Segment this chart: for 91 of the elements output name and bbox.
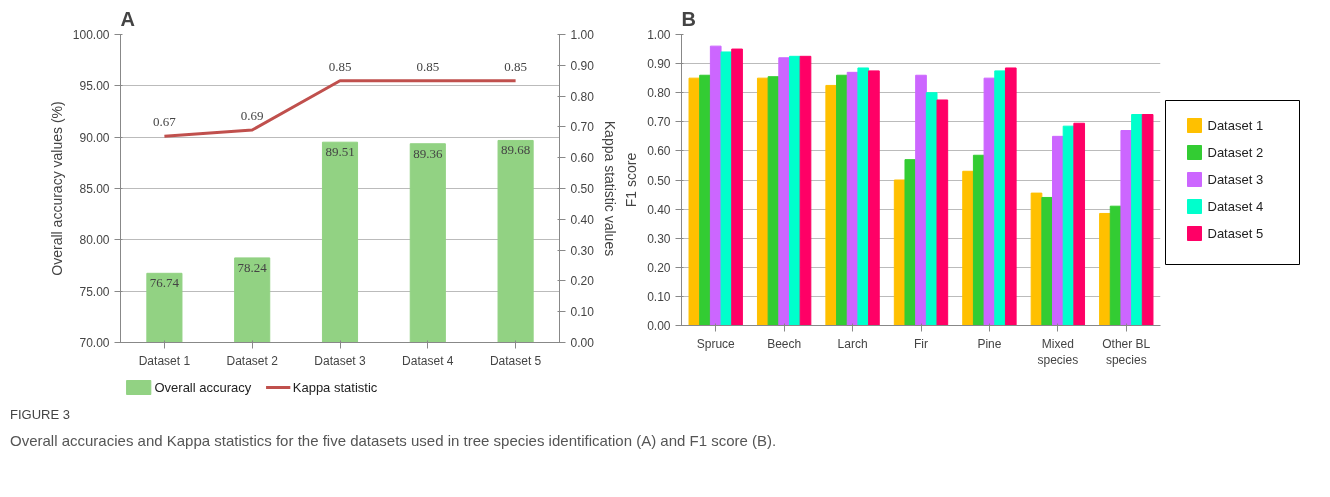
y-tick-label: 0.60: [647, 144, 671, 159]
bar: [962, 170, 974, 326]
data-label: 89.68: [500, 142, 531, 158]
chart-title: B: [681, 7, 696, 30]
bar: [1141, 114, 1154, 326]
y-tick-label: 0.90: [647, 57, 671, 72]
bar: [1041, 196, 1054, 326]
y2-tick-label: 0.80: [570, 89, 595, 104]
y-tick-label: 90.00: [79, 130, 110, 145]
x-tick-label: Dataset 1: [138, 353, 191, 368]
bar: [720, 51, 733, 326]
y-tick-label: 85.00: [79, 182, 110, 196]
x-tick-label: Dataset 5: [489, 353, 542, 368]
y-tick-label: 0.20: [647, 260, 671, 275]
x-tick-label: Dataset 3: [314, 353, 367, 368]
x-tick-label: Dataset 4: [402, 353, 454, 368]
y-tick-label: 0.00: [647, 319, 671, 333]
data-label: 89.51: [325, 144, 355, 160]
data-label: 0.85: [504, 58, 527, 74]
bar: [994, 70, 1006, 326]
bar: [699, 74, 711, 326]
data-label: 0.69: [240, 107, 264, 123]
chart-title: A: [120, 7, 135, 30]
y2-tick-label: 0.90: [570, 58, 595, 73]
data-label: 78.24: [237, 259, 268, 275]
y2-tick-label: 0.10: [570, 305, 595, 320]
y-tick-label: 95.00: [79, 79, 110, 94]
bar: [799, 55, 812, 326]
bar: [1073, 122, 1086, 326]
data-label: 0.67: [153, 114, 177, 130]
text: Overall accuracies and Kappa statistics for the five datasets used in tree species identification (A) and F1 score (B).: [10, 431, 777, 451]
bar: [936, 99, 949, 326]
y2-tick-label: 0.30: [570, 243, 595, 258]
legend-label: Kappa statistic: [292, 380, 378, 395]
y-tick-label: 75.00: [79, 284, 110, 299]
legend-label: Overall accuracy: [154, 380, 252, 395]
bar: [983, 77, 996, 326]
y2-tick-label: 0.50: [570, 182, 595, 196]
y2-tick-label: 0.20: [570, 274, 595, 289]
y2-axis-title: Kappa statistic values: [601, 120, 618, 257]
x-tick-label: Larch: [837, 336, 868, 351]
bar: [868, 70, 880, 326]
y-axis-title: Overall accuracy values (%): [48, 101, 65, 276]
y-tick-label: 0.10: [647, 289, 671, 304]
bar: [688, 77, 701, 326]
bar: [1052, 135, 1064, 326]
y-tick-label: 0.40: [647, 202, 671, 217]
caption: FIGURE 3: [10, 406, 70, 424]
data-label: 76.74: [149, 275, 180, 291]
bar: [731, 48, 743, 326]
x-tick-label: Other BL species: [1102, 336, 1151, 368]
y-tick-label: 100.00: [72, 28, 110, 42]
bar: [1120, 130, 1133, 326]
bar: [915, 74, 927, 326]
y-tick-label: 0.80: [647, 86, 671, 101]
y-tick-label: 1.00: [647, 28, 671, 42]
y2-tick-label: 0.00: [570, 336, 595, 350]
data-label: 0.85: [416, 58, 440, 74]
bar: [1004, 67, 1017, 326]
bar: [778, 57, 790, 326]
bar: [788, 55, 801, 326]
bar: [904, 159, 917, 326]
y2-tick-label: 0.70: [570, 120, 595, 135]
bar: [1131, 114, 1143, 326]
y-tick-label: 0.30: [647, 231, 671, 246]
bar: [767, 76, 780, 326]
bar: [836, 74, 848, 326]
y2-tick-label: 0.60: [570, 151, 595, 166]
bar: [825, 84, 838, 326]
bar: [857, 67, 870, 326]
legend-label: Dataset 4: [1207, 199, 1264, 214]
y-tick-label: 70.00: [79, 336, 110, 350]
y-tick-label: 0.50: [647, 173, 671, 188]
x-tick-label: Fir: [914, 336, 928, 351]
y-tick-label: 0.70: [647, 115, 671, 130]
data-label: 89.36: [413, 145, 443, 161]
y2-tick-label: 0.40: [570, 212, 595, 227]
y-tick-label: 80.00: [79, 233, 110, 248]
x-tick-label: Dataset 2: [226, 353, 279, 368]
legend-label: Dataset 5: [1207, 226, 1264, 241]
x-tick-label: Pine: [977, 336, 1002, 351]
y2-tick-label: 1.00: [570, 28, 595, 42]
x-tick-label: Beech: [767, 336, 802, 351]
legend-label: Dataset 1: [1207, 118, 1264, 133]
legend-label: Dataset 2: [1207, 145, 1264, 160]
x-tick-label: Mixed species: [1037, 336, 1079, 368]
legend-label: Dataset 3: [1207, 172, 1264, 187]
y-axis-title: F1 score: [623, 152, 640, 208]
bar: [1099, 212, 1111, 326]
x-tick-label: Spruce: [696, 336, 736, 351]
data-label: 0.85: [328, 58, 352, 74]
